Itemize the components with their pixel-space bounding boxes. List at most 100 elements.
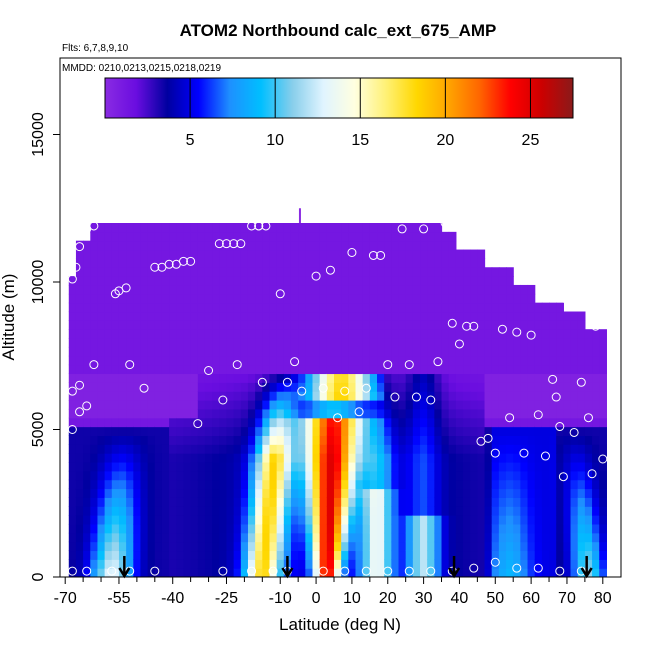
- heatmap-cell: [441, 329, 450, 339]
- heatmap-cell: [212, 532, 220, 543]
- heatmap-cell: [183, 541, 192, 552]
- heatmap-cell: [255, 453, 263, 463]
- heatmap-cell: [527, 506, 536, 516]
- heatmap-cell: [484, 400, 493, 410]
- heatmap-cell: [491, 302, 500, 313]
- heatmap-cell: [147, 515, 156, 525]
- heatmap-cell: [312, 311, 321, 321]
- heatmap-cell: [290, 400, 299, 410]
- heatmap-cell: [420, 329, 428, 339]
- heatmap-cell: [470, 267, 478, 277]
- track-point: [397, 224, 407, 234]
- heatmap-cell: [233, 364, 242, 375]
- heatmap-cell: [577, 515, 586, 525]
- heatmap-cell: [534, 470, 543, 481]
- heatmap-cell: [534, 391, 543, 401]
- heatmap-cell: [319, 311, 328, 321]
- heatmap-cell: [233, 231, 242, 242]
- heatmap-cell: [398, 479, 407, 490]
- heatmap-cell: [577, 559, 586, 569]
- heatmap-cell: [104, 329, 113, 339]
- heatmap-cell: [498, 426, 507, 436]
- heatmap-cell: [405, 240, 414, 251]
- heatmap-cell: [470, 568, 478, 577]
- heatmap-cell: [226, 302, 235, 313]
- heatmap-cell: [161, 541, 170, 552]
- heatmap-cell: [97, 249, 106, 259]
- heatmap-cell: [441, 497, 450, 507]
- heatmap-cell: [434, 559, 443, 569]
- heatmap-cell: [491, 506, 500, 516]
- heatmap-cell: [477, 391, 486, 401]
- heatmap-cell: [513, 293, 521, 304]
- heatmap-cell: [269, 568, 278, 577]
- heatmap-cell: [161, 453, 170, 463]
- heatmap-cell: [140, 240, 149, 251]
- heatmap-cell: [319, 568, 328, 577]
- heatmap-cell: [355, 550, 364, 560]
- heatmap-cell: [534, 497, 543, 507]
- heatmap-cell: [269, 523, 278, 534]
- heatmap-cell: [104, 417, 113, 428]
- heatmap-cell: [398, 382, 407, 392]
- colorbar-gradient: [104, 77, 574, 119]
- heatmap-cell: [75, 568, 84, 577]
- heatmap-cell: [477, 338, 486, 348]
- heatmap-cell: [448, 550, 457, 560]
- heatmap-cell: [384, 267, 392, 277]
- heatmap-cell: [111, 338, 120, 348]
- heatmap-cell: [348, 400, 357, 410]
- heatmap-cell: [255, 408, 263, 419]
- heatmap-cell: [377, 435, 385, 445]
- heatmap-cell: [549, 461, 557, 472]
- heatmap-cell: [599, 532, 607, 543]
- heatmap-cell: [592, 541, 600, 552]
- heatmap-cell: [434, 391, 443, 401]
- heatmap-cell: [412, 461, 421, 472]
- heatmap-cell: [298, 559, 306, 569]
- heatmap-cell: [140, 550, 149, 560]
- heatmap-cell: [312, 223, 321, 233]
- heatmap-cell: [412, 311, 421, 321]
- heatmap-cell: [348, 479, 357, 490]
- heatmap-cell: [420, 391, 428, 401]
- heatmap-cell: [498, 293, 507, 304]
- heatmap-cell: [577, 444, 586, 454]
- heatmap-cell: [455, 346, 464, 357]
- heatmap-cell: [355, 497, 364, 507]
- heatmap-cell: [312, 364, 321, 375]
- heatmap-cell: [577, 453, 586, 463]
- heatmap-cell: [541, 382, 550, 392]
- heatmap-cell: [584, 532, 593, 543]
- heatmap-cell: [463, 550, 471, 560]
- heatmap-cell: [240, 231, 249, 242]
- heatmap-cell: [477, 258, 486, 268]
- heatmap-cell: [169, 240, 177, 251]
- heatmap-cell: [455, 267, 464, 277]
- heatmap-cell: [484, 346, 493, 357]
- heatmap-cell: [290, 293, 299, 304]
- heatmap-cell: [534, 541, 543, 552]
- heatmap-cell: [219, 479, 228, 490]
- heatmap-cell: [362, 249, 371, 259]
- heatmap-cell: [434, 408, 443, 419]
- heatmap-cell: [405, 523, 414, 534]
- heatmap-cell: [348, 364, 357, 375]
- heatmap-cell: [384, 249, 392, 259]
- heatmap-cell: [212, 355, 220, 366]
- heatmap-cell: [348, 240, 357, 251]
- heatmap-cell: [262, 382, 271, 392]
- heatmap-cell: [334, 497, 342, 507]
- heatmap-cell: [305, 302, 314, 313]
- heatmap-cell: [90, 541, 99, 552]
- heatmap-cell: [161, 223, 170, 233]
- heatmap-cell: [255, 461, 263, 472]
- heatmap-cell: [362, 550, 371, 560]
- heatmap-cell: [477, 364, 486, 375]
- heatmap-cell: [75, 506, 84, 516]
- heatmap-cell: [133, 231, 142, 242]
- heatmap-cell: [312, 320, 321, 330]
- heatmap-cell: [369, 532, 378, 543]
- heatmap-cell: [498, 461, 507, 472]
- heatmap-cell: [290, 338, 299, 348]
